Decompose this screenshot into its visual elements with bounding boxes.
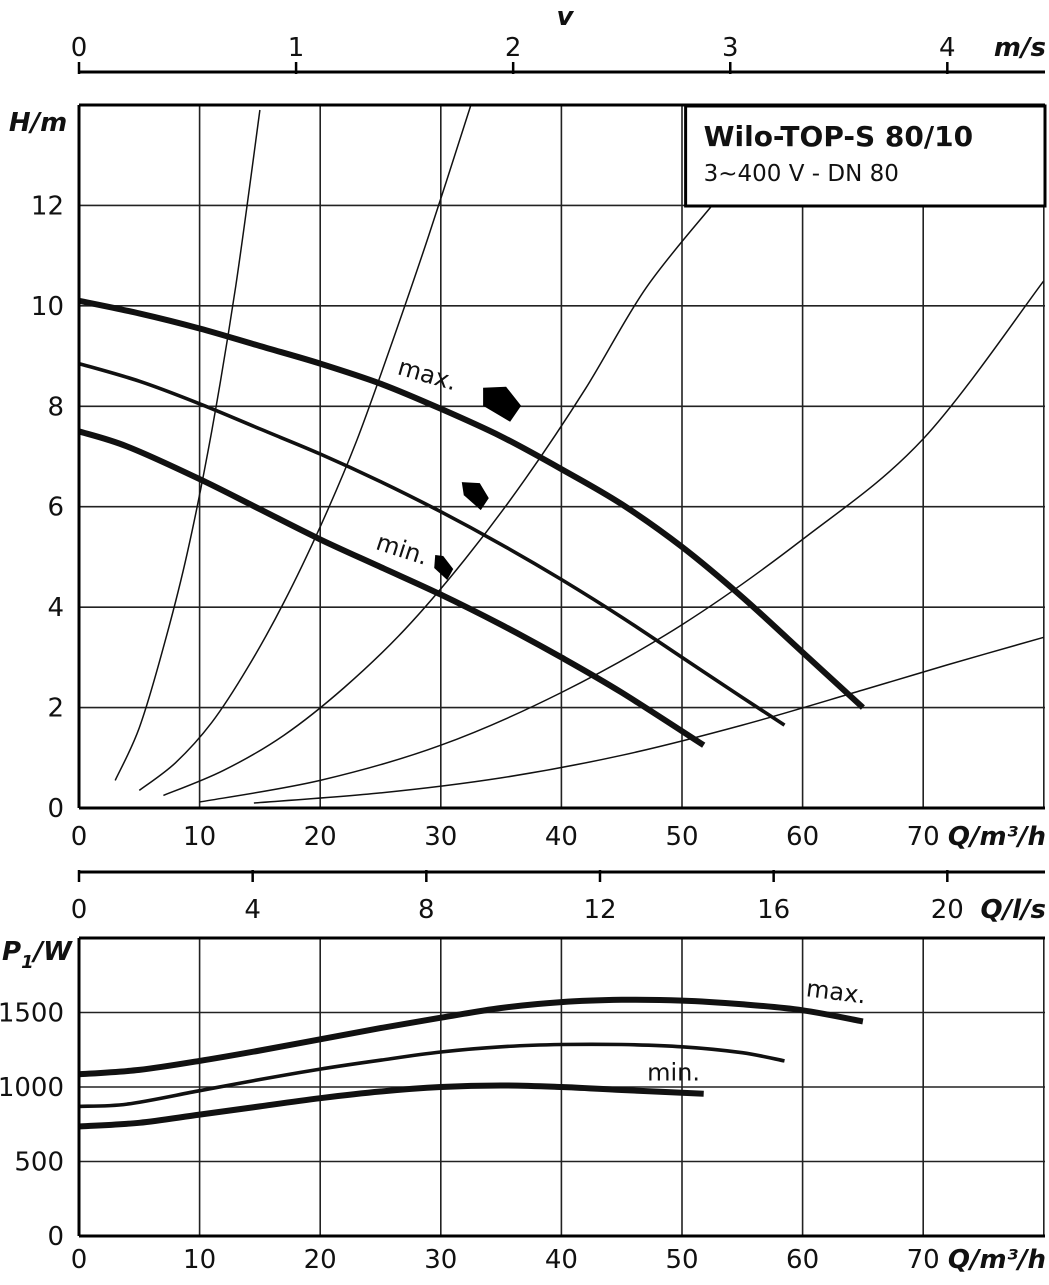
system-curve-3 bbox=[163, 204, 713, 797]
head-x-tick-20: 20 bbox=[304, 822, 337, 852]
power-y-tick-0: 0 bbox=[47, 1222, 64, 1252]
flow-ls-tick-16: 16 bbox=[757, 895, 790, 925]
head-y-axis-label: H/m bbox=[9, 108, 67, 138]
head-x-tick-40: 40 bbox=[545, 822, 578, 852]
velocity-tick-2: 2 bbox=[505, 33, 522, 63]
power-y-axis-label: P1/W bbox=[2, 937, 73, 973]
system-curve-2 bbox=[138, 104, 472, 791]
velocity-tick-1: 1 bbox=[288, 33, 305, 63]
head-curve-mid bbox=[78, 361, 786, 727]
power-x-tick-40: 40 bbox=[545, 1245, 578, 1275]
power-y-axis-label-main: P bbox=[2, 937, 21, 967]
head-y-tick-10: 10 bbox=[31, 292, 64, 322]
head-x-axis-label: Q/m³/h bbox=[948, 822, 1046, 852]
flow-ls-tick-4: 4 bbox=[244, 895, 261, 925]
head-y-tick-2: 2 bbox=[47, 694, 64, 724]
head-x-tick-50: 50 bbox=[665, 822, 698, 852]
head-y-tick-0: 0 bbox=[47, 794, 64, 824]
flow-ls-tick-12: 12 bbox=[583, 895, 616, 925]
system-curve-5 bbox=[253, 636, 1045, 804]
chart-subtitle: 3~400 V - DN 80 bbox=[704, 161, 899, 187]
velocity-tick-4: 4 bbox=[939, 33, 956, 63]
power-x-tick-70: 70 bbox=[907, 1245, 940, 1275]
system-curve-1 bbox=[114, 109, 261, 781]
power-curve-max bbox=[78, 996, 864, 1078]
flow-ls-axis-label: Q/l/s bbox=[981, 895, 1046, 925]
velocity-axis-label: v bbox=[557, 2, 575, 32]
head-x-tick-60: 60 bbox=[786, 822, 819, 852]
power-y-axis-label-sub: 1 bbox=[21, 952, 34, 973]
head-x-tick-0: 0 bbox=[71, 822, 88, 852]
power-curve-mid bbox=[78, 1042, 785, 1109]
head-x-tick-30: 30 bbox=[424, 822, 457, 852]
power-x-tick-60: 60 bbox=[786, 1245, 819, 1275]
speed-marker-large bbox=[483, 386, 522, 422]
power-x-tick-10: 10 bbox=[183, 1245, 216, 1275]
power-y-tick-1000: 1000 bbox=[0, 1073, 64, 1103]
power-x-tick-0: 0 bbox=[71, 1245, 88, 1275]
head-x-tick-70: 70 bbox=[907, 822, 940, 852]
head-y-tick-4: 4 bbox=[47, 593, 64, 623]
power-curve-min bbox=[78, 1082, 704, 1130]
speed-marker-small bbox=[434, 554, 454, 580]
flow-ls-tick-8: 8 bbox=[418, 895, 435, 925]
power-x-tick-50: 50 bbox=[665, 1245, 698, 1275]
title-box bbox=[684, 104, 1047, 208]
power-x-tick-20: 20 bbox=[304, 1245, 337, 1275]
head-curve-min bbox=[78, 428, 706, 748]
velocity-tick-3: 3 bbox=[722, 33, 739, 63]
power-x-tick-30: 30 bbox=[424, 1245, 457, 1275]
velocity-tick-0: 0 bbox=[71, 33, 88, 63]
head-y-tick-6: 6 bbox=[47, 493, 64, 523]
power-curve-label-min: min. bbox=[647, 1058, 700, 1086]
power-x-axis-label: Q/m³/h bbox=[948, 1245, 1046, 1275]
speed-marker-medium bbox=[461, 482, 489, 511]
head-x-tick-10: 10 bbox=[183, 822, 216, 852]
chart-title: Wilo-TOP-S 80/10 bbox=[704, 120, 973, 153]
system-curve-4 bbox=[199, 280, 1045, 803]
power-y-axis-label-unit: /W bbox=[31, 937, 73, 967]
flow-ls-tick-20: 20 bbox=[931, 895, 964, 925]
velocity-axis-unit: m/s bbox=[994, 33, 1046, 63]
head-curve-max bbox=[78, 297, 865, 710]
power-y-tick-1500: 1500 bbox=[0, 999, 64, 1029]
flow-ls-tick-0: 0 bbox=[71, 895, 88, 925]
head-curve-label-max: max. bbox=[395, 353, 460, 396]
power-curve-label-max: max. bbox=[805, 974, 868, 1009]
head-y-tick-12: 12 bbox=[31, 191, 64, 221]
head-y-tick-8: 8 bbox=[47, 392, 64, 422]
power-y-tick-500: 500 bbox=[14, 1148, 64, 1178]
